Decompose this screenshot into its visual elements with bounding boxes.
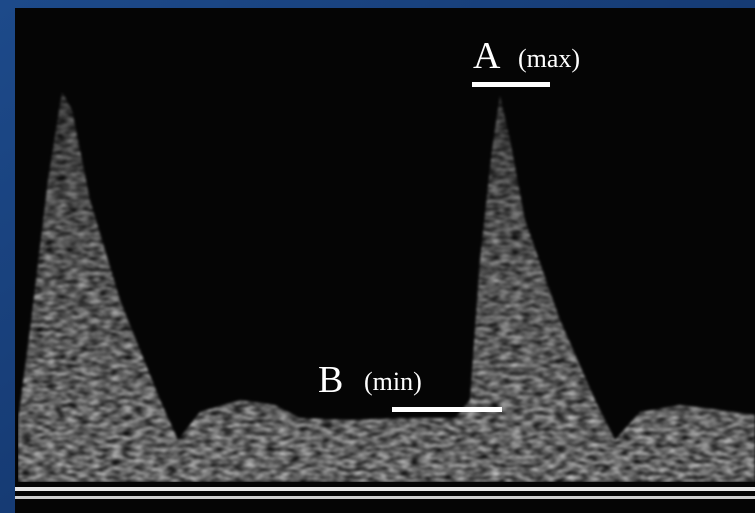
marker-line bbox=[392, 407, 502, 412]
label-letter: A bbox=[473, 35, 501, 77]
baseline bbox=[15, 496, 755, 499]
baseline bbox=[15, 487, 755, 491]
waveform bbox=[18, 92, 755, 482]
marker-line bbox=[472, 82, 550, 87]
label-note: (min) bbox=[364, 367, 422, 396]
label-note: (max) bbox=[518, 44, 580, 73]
label-letter: B bbox=[318, 359, 343, 401]
